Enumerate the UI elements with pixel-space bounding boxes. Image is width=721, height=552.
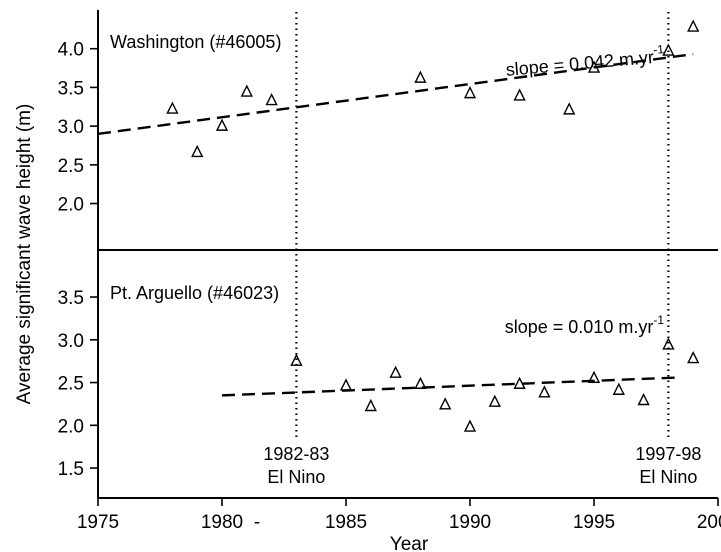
data-point [439,397,452,410]
data-point [662,337,675,350]
el-nino-name: El Nino [639,467,697,487]
data-point [662,43,675,56]
data-point [414,376,427,389]
data-point [215,118,229,131]
el-nino-years: 1997-98 [635,444,701,464]
slope-exponent: -1 [653,42,665,57]
trend-line [221,376,681,397]
y-tick-label: 3.5 [58,288,84,309]
y-tick-label: 1.5 [58,459,84,480]
data-point [687,19,700,32]
y-tick-label: 4.0 [58,40,84,61]
data-point [687,351,700,364]
data-point [612,382,625,395]
data-point [488,394,501,407]
data-point [290,353,303,366]
data-point [339,378,353,391]
panels: 2.0 2.5 3.0 3.5 4.0 Washington (#46005) slope … [58,19,700,480]
slope-text: slope = 0.042 m.yr [505,47,655,80]
data-point [637,392,650,406]
panel-washington: 2.0 2.5 3.0 3.5 4.0 Washington (#46005) slope … [58,19,700,216]
y-axis-label: Average significant wave height (m) [14,104,35,405]
data-point [463,86,477,99]
x-tick-label: 1975 [77,512,119,533]
data-point [265,93,278,106]
el-nino-name: El Nino [267,467,325,487]
station-label: Washington (#46005) [110,32,281,52]
y-tick-label: 3.5 [58,78,84,99]
data-point [364,398,377,412]
x-axis-label: Year [390,534,429,552]
data-point [587,370,601,383]
data-point [414,70,427,83]
y-tick-label: 3.0 [58,117,84,138]
data-point [563,102,576,115]
el-nino-lines [295,12,670,440]
panel-arguello: 1.5 2.0 2.5 3.0 3.5 Pt. Arguello (#46023) slop… [58,283,700,480]
slope-annotation: slope = 0.010 m.yr-1 [505,313,665,337]
station-label: Pt. Arguello (#46023) [110,283,279,303]
y-tick-label: 2.5 [58,374,84,395]
y-tick-label: 2.5 [58,156,84,177]
x-tick-label: 1990 [449,512,491,533]
x-tick-label: 1980 [201,512,243,533]
y-tick-label: 2.0 [58,195,84,216]
data-point [587,60,601,73]
trend-line [97,52,694,136]
data-point [240,84,253,97]
data-point [389,365,402,378]
x-tick-label: 2000 [697,512,721,533]
slope-text: slope = 0.010 m.yr [505,317,654,337]
stray-mark: - [254,512,260,533]
data-point [463,419,477,432]
slope-exponent: -1 [653,313,664,327]
data-point [191,144,204,158]
slope-annotation: slope = 0.042 m.yr-1 [505,42,666,80]
data-point [166,101,179,114]
x-ticks: 1975 1980 1985 1990 1995 2000 [77,498,721,533]
data-point [538,385,551,398]
y-tick-label: 3.0 [58,331,84,352]
data-point [513,88,526,101]
el-nino-labels: 1982-83 El Nino 1997-98 El Nino [263,444,701,487]
y-tick-label: 2.0 [58,416,84,437]
el-nino-years: 1982-83 [263,444,329,464]
data-point [513,376,526,389]
x-tick-label: 1995 [573,512,615,533]
x-tick-label: 1985 [325,512,367,533]
